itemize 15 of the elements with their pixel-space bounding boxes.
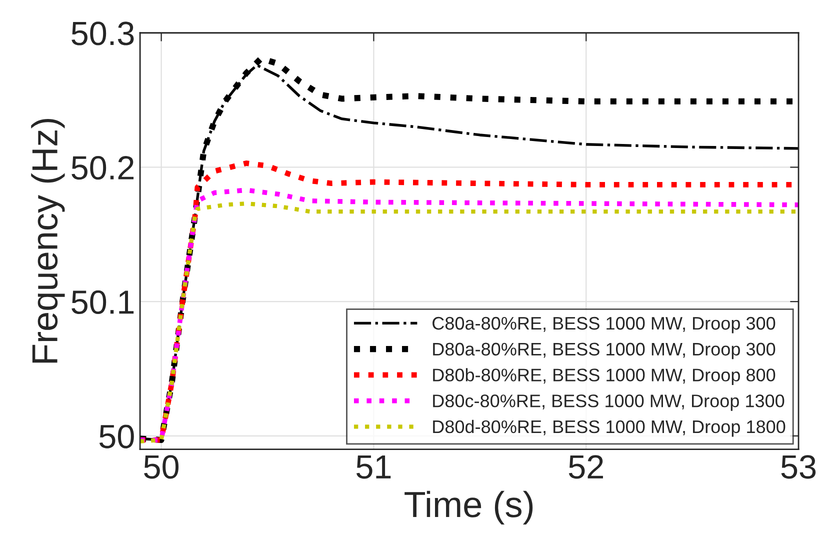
x-tick-label: 51 (356, 455, 391, 479)
legend-label: C80a-80%RE, BESS 1000 MW, Droop 300 (432, 316, 776, 334)
x-tick-label: 52 (568, 455, 603, 479)
legend-label: D80b-80%RE, BESS 1000 MW, Droop 800 (433, 368, 776, 386)
legend-label: D80c-80%RE, BESS 1000 MW, Droop 1300 (433, 394, 784, 411)
x-axis-title: Time (s) (404, 490, 533, 524)
y-tick-label: 50.1 (72, 290, 134, 314)
y-tick-label: 50 (99, 424, 134, 448)
y-tick-label: 50.3 (72, 22, 134, 46)
y-tick-label: 50.2 (72, 156, 134, 180)
x-tick-label: 53 (781, 455, 816, 479)
y-axis-title: Frequency (Hz) (31, 118, 65, 363)
legend-label: D80a-80%RE, BESS 1000 MW, Droop 300 (433, 342, 776, 360)
x-tick-label: 50 (144, 455, 179, 479)
legend-label: D80d-80%RE, BESS 1000 MW, Droop 1800 (433, 420, 786, 437)
